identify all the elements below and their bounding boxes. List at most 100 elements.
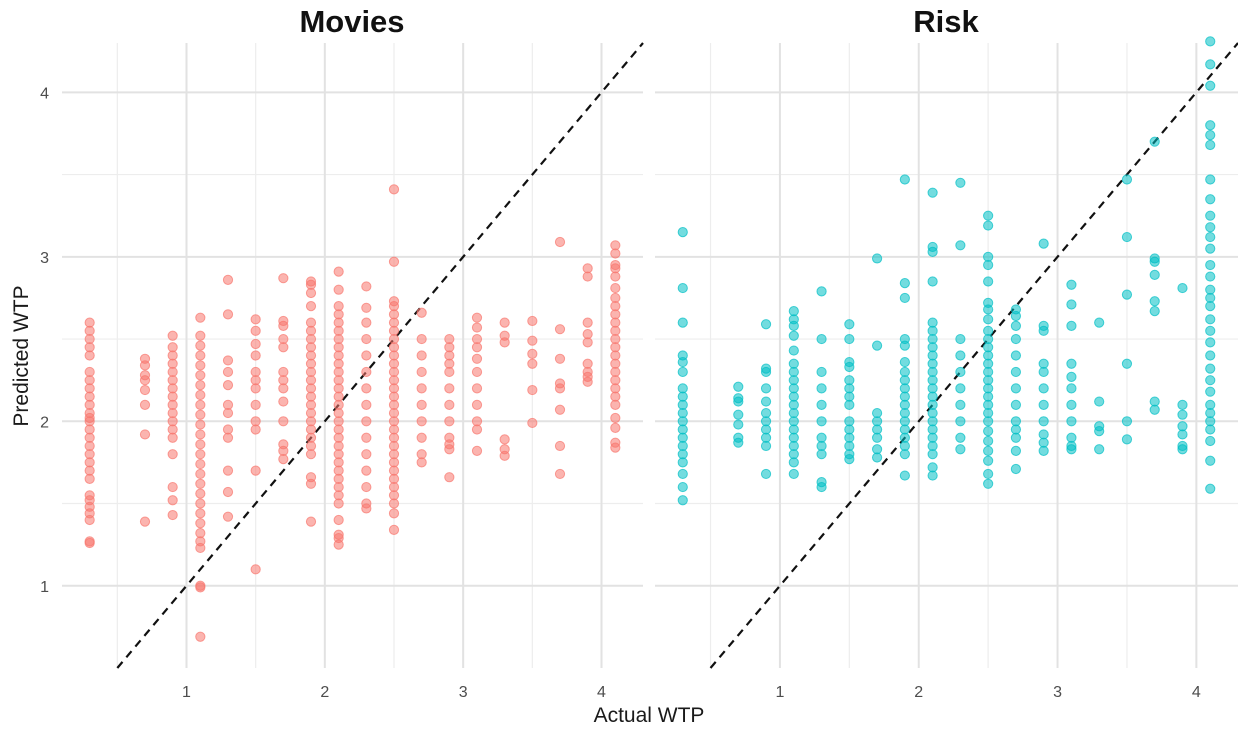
data-point-risk — [1010, 416, 1022, 427]
data-point-risk — [955, 240, 966, 251]
data-point-risk — [1205, 120, 1216, 131]
data-point-risk — [1066, 320, 1077, 331]
data-point-risk — [983, 251, 994, 262]
data-point-risk — [1205, 325, 1216, 336]
data-point-movies — [195, 370, 206, 381]
data-point-risk — [899, 356, 910, 368]
facet-title-movies: Movies — [299, 4, 404, 39]
data-point-movies — [305, 317, 317, 328]
data-point-movies — [278, 416, 289, 427]
data-point-movies — [554, 440, 566, 452]
data-point-risk — [816, 432, 827, 443]
data-point-movies — [554, 378, 566, 389]
data-point-risk — [1094, 317, 1105, 328]
y-tick-label: 1 — [40, 579, 49, 596]
data-point-risk — [677, 481, 688, 493]
data-point-risk — [1038, 358, 1049, 369]
data-point-risk — [760, 319, 772, 330]
data-point-risk — [1121, 358, 1133, 369]
data-point-movies — [582, 317, 593, 328]
data-point-risk — [1205, 259, 1216, 271]
data-point-risk — [1205, 483, 1216, 494]
data-point-movies — [471, 322, 483, 333]
data-point-movies — [195, 468, 206, 480]
data-point-risk — [1010, 366, 1022, 378]
data-point-risk — [1205, 386, 1216, 397]
data-point-movies — [84, 317, 95, 328]
data-point-movies — [278, 366, 289, 378]
data-point-movies — [610, 437, 621, 448]
data-point-movies — [222, 355, 234, 366]
reference-line-y-equals-x — [116, 42, 644, 669]
data-point-movies — [361, 317, 372, 328]
data-point-risk — [1010, 463, 1022, 475]
data-point-movies — [195, 458, 206, 470]
data-point-risk — [816, 399, 827, 410]
data-point-risk — [677, 383, 688, 394]
data-point-risk — [1066, 399, 1077, 410]
data-point-movies — [582, 263, 593, 274]
data-point-risk — [1094, 421, 1105, 432]
data-point-movies — [499, 444, 510, 455]
data-point-risk — [788, 330, 799, 341]
data-point-risk — [927, 187, 938, 198]
data-point-risk — [816, 286, 827, 297]
data-point-movies — [167, 449, 178, 460]
data-point-risk — [955, 177, 966, 188]
data-point-risk — [1066, 299, 1077, 310]
x-tick-label: 2 — [320, 684, 329, 701]
data-point-risk — [927, 241, 938, 253]
data-point-movies — [416, 307, 427, 318]
data-point-movies — [554, 324, 566, 335]
data-point-movies — [444, 472, 455, 483]
data-point-risk — [899, 333, 910, 345]
data-point-movies — [250, 325, 261, 336]
data-point-movies — [527, 348, 538, 359]
data-point-movies — [361, 350, 372, 361]
data-point-movies — [305, 276, 317, 287]
data-point-movies — [195, 419, 206, 430]
data-point-risk — [1205, 130, 1216, 141]
data-point-risk — [1121, 416, 1133, 427]
data-point-movies — [361, 333, 372, 345]
data-point-movies — [84, 366, 95, 378]
data-point-risk — [1066, 358, 1077, 369]
data-point-risk — [1149, 136, 1160, 147]
data-point-risk — [955, 383, 966, 394]
data-point-movies — [388, 524, 400, 535]
axis-labels: 1 2 3 4 1 2 3 4 1 2 3 4 — [40, 85, 1201, 701]
data-point-movies — [582, 358, 593, 369]
data-point-risk — [733, 419, 744, 430]
data-point-movies — [444, 333, 455, 345]
data-point-movies — [333, 301, 344, 312]
data-point-risk — [816, 366, 827, 378]
data-point-risk — [1010, 445, 1022, 456]
data-point-movies — [195, 478, 206, 489]
data-point-risk — [1177, 282, 1188, 294]
data-point-risk — [955, 366, 966, 378]
data-point-movies — [444, 399, 455, 410]
data-point-movies — [222, 399, 234, 410]
data-point-movies — [195, 380, 206, 391]
data-point-movies — [444, 432, 455, 443]
data-point-movies — [416, 416, 427, 427]
data-point-risk — [1205, 455, 1216, 466]
data-point-risk — [844, 375, 855, 386]
data-point-risk — [733, 381, 744, 392]
data-point-risk — [1149, 305, 1160, 317]
data-point-movies — [444, 416, 455, 427]
data-point-risk — [1038, 320, 1049, 331]
data-point-movies — [471, 366, 483, 378]
facet-title-risk: Risk — [913, 4, 979, 39]
reference-lines — [116, 42, 1238, 669]
data-point-movies — [361, 399, 372, 410]
data-point-movies — [361, 449, 372, 460]
data-point-movies — [250, 564, 261, 575]
data-point-movies — [527, 358, 538, 369]
data-point-movies — [222, 465, 234, 476]
data-point-risk — [844, 333, 855, 345]
y-tick-label: 2 — [40, 414, 49, 431]
data-point-movies — [167, 481, 178, 493]
data-point-movies — [388, 508, 400, 519]
